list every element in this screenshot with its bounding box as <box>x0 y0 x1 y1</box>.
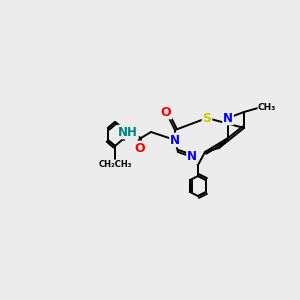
Text: N: N <box>187 151 197 164</box>
Text: O: O <box>161 106 171 118</box>
Text: NH: NH <box>118 125 138 139</box>
Text: S: S <box>202 112 211 124</box>
Text: N: N <box>170 134 180 146</box>
Text: CH₂CH₃: CH₂CH₃ <box>98 160 132 169</box>
Text: CH₃: CH₃ <box>258 103 276 112</box>
Text: O: O <box>135 142 145 154</box>
Text: N: N <box>223 112 233 124</box>
